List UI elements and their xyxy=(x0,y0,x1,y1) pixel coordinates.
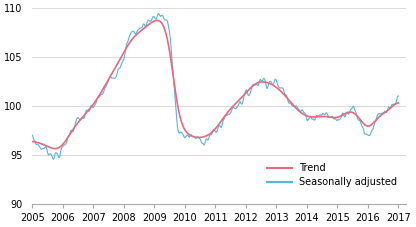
Legend: Trend, Seasonally adjusted: Trend, Seasonally adjusted xyxy=(263,159,401,191)
